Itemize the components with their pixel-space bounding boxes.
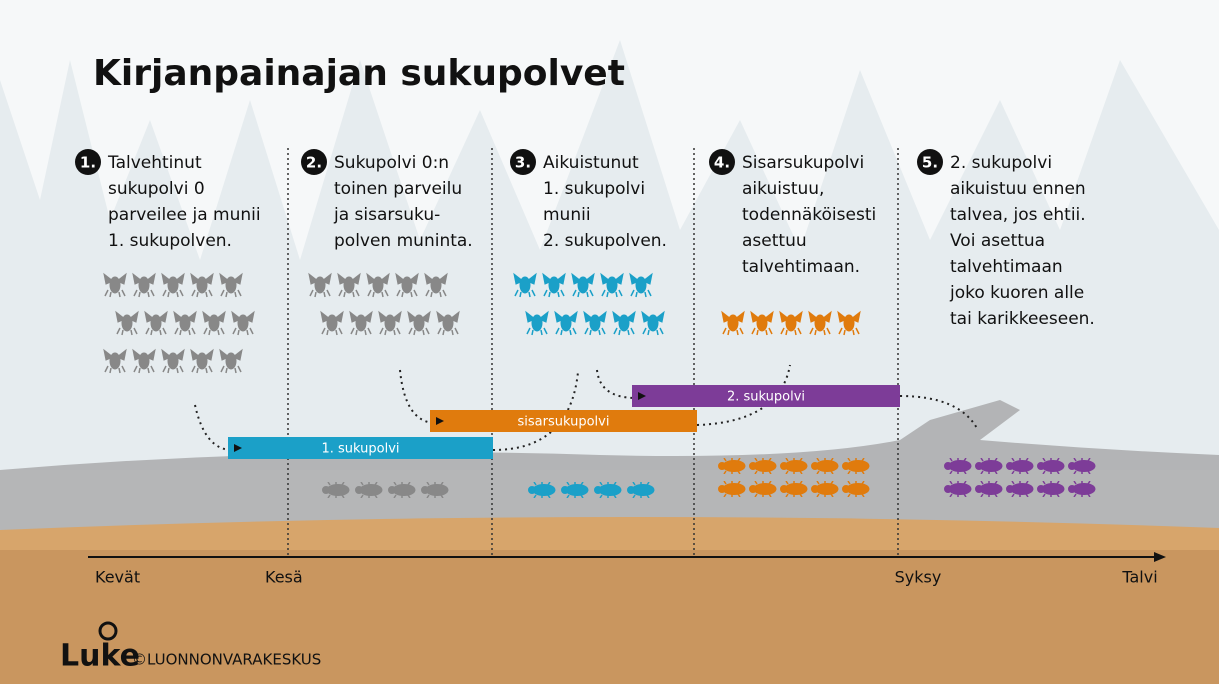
stage-text: parveilee ja munii [108, 205, 261, 225]
timeline-label: Talvi [1121, 568, 1157, 587]
title: Kirjanpainajan sukupolvet [93, 53, 625, 94]
logo: Luke [60, 639, 140, 674]
stage-number: 5. [922, 154, 938, 172]
page: Kirjanpainajan sukupolvet Luke ©LUONNONV… [0, 0, 1219, 684]
stage-text: tai karikkeeseen. [950, 309, 1095, 329]
stage-text: polven muninta. [334, 231, 473, 251]
stage-text: toinen parveilu [334, 179, 462, 199]
stage-text: Sukupolvi 0:n [334, 153, 449, 173]
stage-text: talvehtimaan [950, 257, 1063, 277]
stage-text: 2. sukupolvi [950, 153, 1052, 173]
stage-text: aikuistuu, [742, 179, 824, 199]
stage-text: 1. sukupolven. [108, 231, 232, 251]
stage-text: sukupolvi 0 [108, 179, 205, 199]
stage-text: Aikuistunut [543, 153, 639, 173]
stage-text: talvehtimaan. [742, 257, 860, 277]
stage-text: talvea, jos ehtii. [950, 205, 1086, 225]
timeline-label: Kevät [95, 568, 140, 587]
stage-text: Sisarsukupolvi [742, 153, 864, 173]
stage-text: munii [543, 205, 591, 225]
timeline-label: Syksy [895, 568, 942, 587]
stage-number: 4. [714, 154, 730, 172]
stage-text: asettuu [742, 231, 807, 251]
stage-text: 1. sukupolvi [543, 179, 645, 199]
timeline-label: Kesä [265, 568, 303, 587]
stage-text: 2. sukupolven. [543, 231, 667, 251]
stage-number: 2. [306, 154, 322, 172]
stage-text: joko kuoren alle [949, 283, 1084, 303]
copyright: ©LUONNONVARAKESKUS [132, 651, 321, 669]
stage-text: Voi asettua [950, 231, 1045, 251]
bar-label: 2. sukupolvi [727, 390, 805, 405]
bar-label: 1. sukupolvi [321, 442, 399, 457]
stage-text: todennäköisesti [742, 205, 876, 225]
diagram: Kirjanpainajan sukupolvet Luke ©LUONNONV… [0, 0, 1219, 684]
stage-text: aikuistuu ennen [950, 179, 1086, 199]
stage-text: Talvehtinut [107, 153, 202, 173]
stage-number: 3. [515, 154, 531, 172]
stage-text: ja sisarsuku- [333, 205, 440, 225]
stage-number: 1. [80, 154, 96, 172]
bar-label: sisarsukupolvi [518, 415, 610, 430]
